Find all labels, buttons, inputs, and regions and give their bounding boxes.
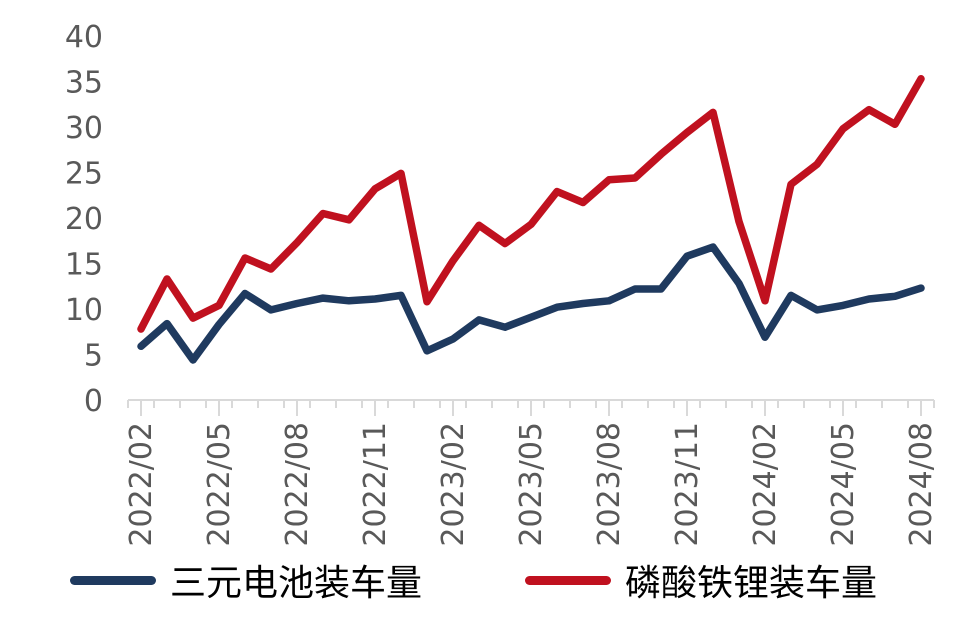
y-tick-label: 40 [65, 20, 103, 55]
x-tick-label: 2023/08 [592, 422, 627, 547]
legend-label-lfp: 磷酸铁锂装车量 [625, 563, 878, 604]
y-tick-label: 35 [65, 66, 103, 101]
legend-item-ternary: 三元电池装车量 [70, 552, 422, 608]
series-lines [137, 75, 925, 364]
y-tick-label: 20 [65, 202, 103, 237]
x-tick-label: 2022/05 [202, 422, 237, 547]
x-tick-label: 2023/11 [670, 422, 705, 547]
x-tick-label: 2024/02 [748, 422, 783, 547]
y-tick-label: 15 [65, 248, 103, 283]
x-tick-label: 2024/05 [826, 422, 861, 547]
legend-item-lfp: 磷酸铁锂装车量 [525, 552, 877, 608]
y-axis-tick-labels: 0 5 10 15 20 25 30 35 40 [65, 20, 103, 419]
legend-label-ternary: 三元电池装车量 [170, 563, 423, 604]
x-tick-label: 2022/11 [358, 422, 393, 547]
y-tick-label: 5 [84, 339, 103, 374]
x-tick-label: 2023/02 [436, 422, 471, 547]
x-tick-label: 2023/05 [514, 422, 549, 547]
series-line-1 [137, 75, 925, 333]
y-tick-label: 30 [65, 111, 103, 146]
series-line-0 [137, 243, 925, 364]
y-tick-label: 10 [65, 293, 103, 328]
x-tick-label: 2022/02 [124, 422, 159, 547]
y-tick-label: 0 [84, 384, 103, 419]
x-tick-label: 2022/08 [280, 422, 315, 547]
legend-swatch-ternary [70, 575, 156, 585]
legend: 三元电池装车量 磷酸铁锂装车量 [0, 552, 979, 608]
legend-swatch-lfp [525, 575, 611, 585]
x-axis: 2022/02 2022/05 2022/08 2022/11 2023/02 2023/… [124, 399, 939, 547]
y-tick-label: 25 [65, 157, 103, 192]
x-tick-label: 2024/08 [904, 422, 939, 547]
